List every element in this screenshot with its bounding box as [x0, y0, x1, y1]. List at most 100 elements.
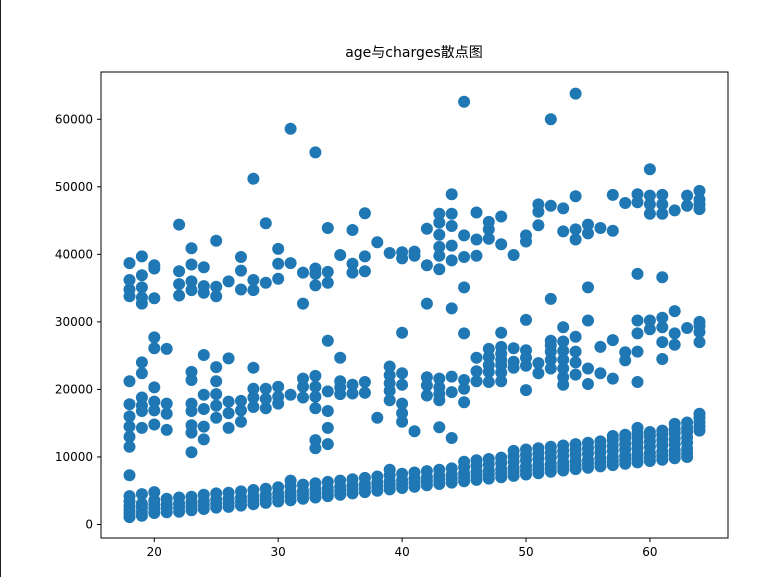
data-point	[482, 453, 495, 465]
data-point	[557, 371, 570, 384]
data-point	[631, 376, 644, 388]
data-point	[160, 407, 173, 420]
data-point	[334, 351, 347, 364]
data-point	[135, 367, 148, 380]
data-point	[482, 232, 495, 245]
data-point	[160, 423, 173, 436]
data-point	[470, 365, 483, 378]
data-point	[643, 426, 656, 438]
data-point	[470, 454, 483, 467]
data-point	[321, 421, 334, 434]
data-point	[371, 236, 384, 249]
data-point	[557, 335, 570, 348]
data-point	[569, 233, 582, 246]
data-point	[396, 378, 409, 391]
data-point	[210, 280, 223, 293]
data-point	[482, 215, 495, 228]
data-point	[185, 242, 198, 255]
data-point	[544, 440, 557, 453]
data-point	[309, 262, 322, 275]
data-point	[544, 199, 557, 212]
data-point	[544, 113, 557, 126]
data-point	[309, 434, 322, 447]
data-point	[569, 438, 582, 451]
data-point	[346, 257, 359, 270]
data-point	[346, 473, 359, 486]
data-point	[433, 463, 446, 476]
data-point	[297, 297, 309, 310]
data-point	[643, 314, 656, 327]
data-point	[557, 362, 570, 375]
data-point	[309, 477, 322, 490]
data-point	[173, 265, 186, 278]
data-point	[445, 239, 458, 252]
y-tick-label: 40000	[55, 247, 93, 261]
data-point	[123, 257, 136, 270]
data-point	[594, 340, 607, 353]
data-point	[148, 418, 161, 431]
data-point	[569, 345, 582, 358]
data-point	[656, 321, 669, 334]
data-point	[197, 261, 210, 274]
data-point	[235, 264, 247, 277]
data-point	[470, 351, 483, 364]
data-point	[321, 385, 334, 398]
data-point	[495, 375, 508, 388]
data-point	[383, 394, 396, 407]
data-point	[210, 388, 223, 401]
data-point	[619, 197, 632, 209]
data-point	[383, 369, 396, 382]
data-point	[569, 223, 582, 236]
data-point	[135, 269, 148, 282]
data-point	[148, 486, 161, 499]
data-point	[210, 361, 223, 374]
data-point	[433, 249, 446, 262]
data-point	[445, 188, 458, 201]
data-point	[123, 274, 136, 286]
data-point	[346, 224, 359, 236]
data-point	[433, 263, 446, 276]
data-point	[334, 375, 347, 388]
data-point	[507, 355, 520, 368]
data-point	[259, 382, 272, 395]
data-point	[173, 289, 186, 302]
data-point	[582, 281, 594, 294]
data-point	[569, 368, 582, 381]
data-point	[210, 375, 223, 388]
data-point	[222, 421, 235, 434]
data-point	[259, 217, 272, 230]
data-point	[247, 391, 260, 404]
data-point	[309, 369, 322, 382]
data-point	[358, 471, 371, 484]
data-point	[321, 438, 334, 451]
data-point	[420, 259, 433, 272]
data-point	[396, 467, 409, 480]
data-point	[197, 388, 210, 401]
data-point	[297, 391, 309, 404]
data-point	[445, 302, 458, 315]
plot-frame	[100, 71, 729, 539]
data-point	[259, 482, 272, 495]
data-point	[656, 271, 669, 284]
data-point	[135, 291, 148, 304]
data-point	[222, 275, 235, 288]
data-point	[284, 388, 297, 401]
data-point	[458, 396, 471, 409]
data-point	[259, 402, 272, 415]
data-point	[681, 416, 694, 429]
data-point	[520, 384, 532, 397]
data-point	[606, 334, 619, 347]
data-point	[693, 184, 706, 197]
data-point	[557, 202, 570, 215]
data-point	[396, 326, 409, 339]
data-point	[569, 87, 582, 100]
data-point	[222, 352, 235, 365]
data-point	[197, 403, 210, 415]
data-point	[272, 242, 285, 255]
data-point	[458, 251, 471, 263]
data-point	[235, 251, 247, 263]
y-tick-label: 10000	[55, 450, 93, 464]
data-point	[160, 397, 173, 410]
data-point	[594, 222, 607, 234]
data-point	[445, 462, 458, 475]
